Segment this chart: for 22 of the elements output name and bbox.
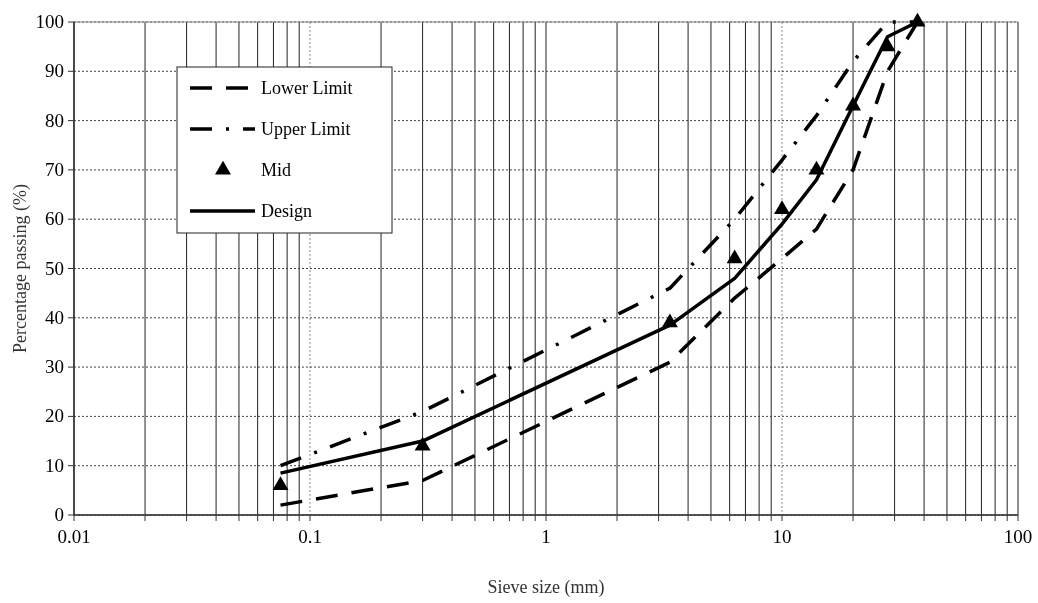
y-tick-label: 100	[35, 11, 64, 32]
y-tick-label: 10	[45, 454, 64, 476]
y-tick-label: 70	[45, 158, 64, 180]
y-tick-label: 30	[45, 356, 64, 378]
y-tick-label: 80	[45, 109, 64, 131]
legend-label: Design	[261, 201, 312, 221]
legend-label: Upper Limit	[261, 119, 351, 139]
y-axis-title: Percentage passing (%)	[10, 184, 31, 353]
x-tick-label: 0.1	[298, 526, 322, 547]
x-tick-label: 100	[1003, 526, 1033, 547]
y-tick-label: 40	[45, 306, 64, 328]
x-tick-label: 1	[541, 526, 551, 547]
x-tick-label: 10	[772, 526, 792, 547]
y-tick-label: 60	[45, 208, 64, 230]
y-tick-label: 20	[45, 405, 64, 427]
y-tick-label: 50	[45, 257, 64, 279]
x-axis-title: Sieve size (mm)	[487, 577, 605, 598]
x-tick-label: 0.01	[57, 526, 91, 547]
y-tick-label: 0	[54, 504, 64, 525]
y-tick-label: 90	[45, 60, 64, 82]
legend-label: Lower Limit	[261, 78, 353, 98]
legend-label: Mid	[261, 160, 292, 180]
